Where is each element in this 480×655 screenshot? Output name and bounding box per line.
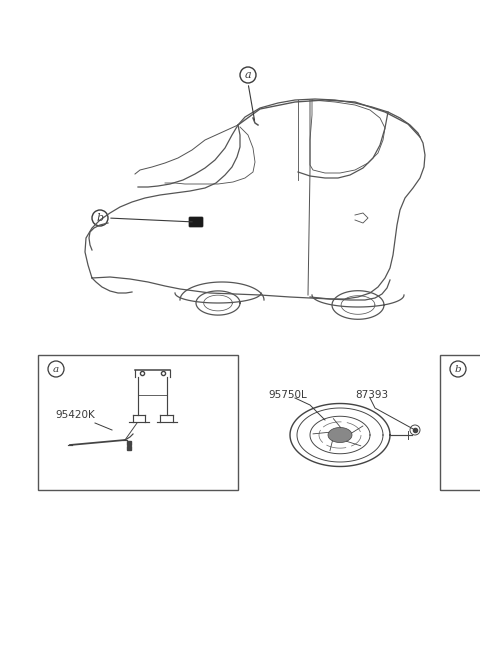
Text: b: b <box>96 213 104 223</box>
Text: b: b <box>455 364 461 373</box>
Polygon shape <box>328 428 352 443</box>
Text: a: a <box>245 70 252 80</box>
Text: a: a <box>53 364 59 373</box>
Text: 87393: 87393 <box>355 390 388 400</box>
Text: 95420K: 95420K <box>55 410 95 420</box>
Text: 95750L: 95750L <box>268 390 307 400</box>
FancyBboxPatch shape <box>189 217 203 227</box>
